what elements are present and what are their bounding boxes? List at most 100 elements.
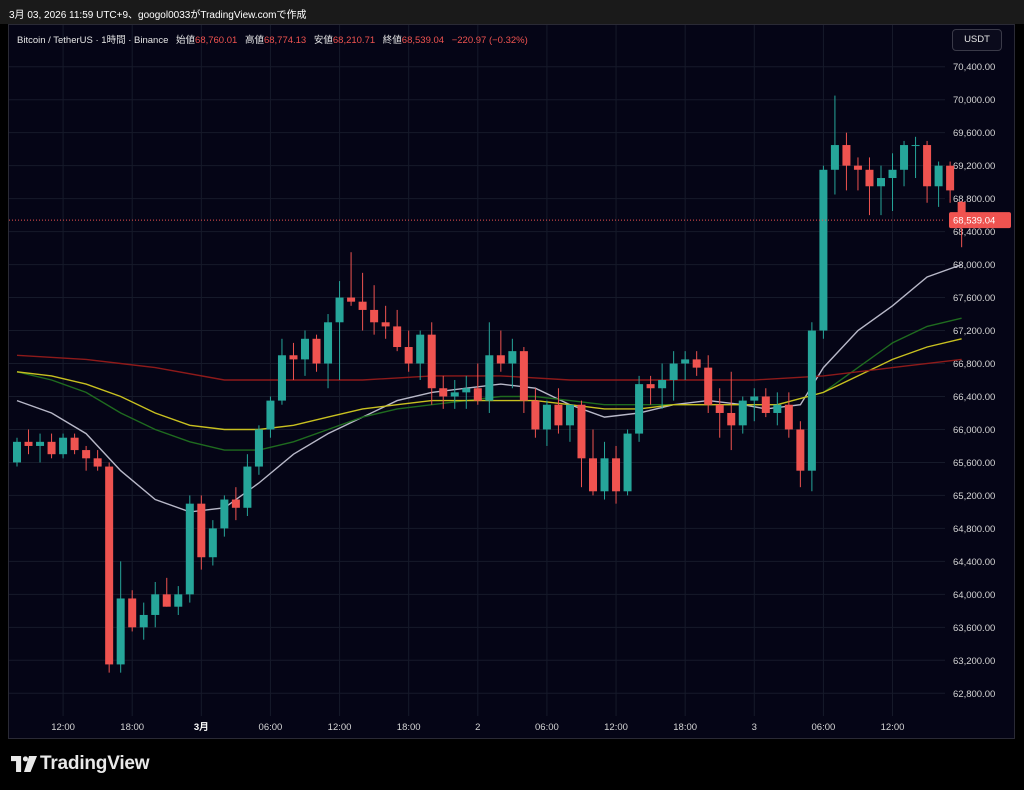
candle-body	[923, 145, 932, 187]
candle-body	[416, 334, 425, 364]
candle-body	[842, 145, 851, 166]
candle-body	[819, 169, 828, 331]
x-tick-label: 12:00	[328, 722, 352, 733]
symbol-name[interactable]: Bitcoin / TetherUS · 1時間 · Binance	[17, 35, 169, 46]
y-tick-label: 68,400.00	[953, 227, 995, 238]
low-label: 安値	[313, 35, 333, 46]
x-tick-label: 06:00	[812, 722, 836, 733]
y-tick-label: 64,800.00	[953, 524, 995, 535]
y-tick-label: 63,200.00	[953, 656, 995, 667]
y-tick-label: 69,600.00	[953, 128, 995, 139]
candle-body	[761, 396, 770, 413]
close-value: 68,539.04	[401, 35, 445, 46]
x-tick-label: 12:00	[881, 722, 905, 733]
candle-body	[266, 400, 275, 430]
candle-body	[277, 355, 286, 401]
candle-body	[47, 441, 56, 455]
candle-body	[704, 367, 713, 405]
candle-body	[577, 404, 586, 459]
candle-body	[635, 384, 644, 434]
y-tick-label: 69,200.00	[953, 161, 995, 172]
candle-body	[646, 384, 655, 389]
x-tick-label: 3月	[194, 722, 209, 733]
moving-average-line	[16, 354, 962, 381]
candle-body	[208, 528, 217, 558]
candlestick-chart[interactable]: 70,400.00 70,000.00 69,600.00 69,200.00 68,8…	[9, 25, 1014, 738]
candle-body	[82, 450, 91, 459]
candle-body	[335, 297, 344, 323]
candle-body	[773, 404, 782, 413]
x-tick-label: 3	[752, 722, 757, 733]
candle-body	[324, 322, 333, 364]
candle-body	[128, 598, 137, 628]
candle-body	[139, 614, 148, 628]
candle-body	[623, 433, 632, 492]
candle-body	[727, 412, 736, 426]
y-tick-label: 63,600.00	[953, 623, 995, 634]
candle-body	[243, 466, 252, 508]
candle-body	[24, 441, 33, 446]
candle-body	[93, 458, 102, 467]
candle-body	[301, 338, 309, 360]
candle-body	[565, 404, 574, 426]
chart-panel[interactable]: 70,400.00 70,000.00 69,600.00 69,200.00 68,8…	[8, 24, 1015, 739]
candle-body	[404, 347, 413, 364]
y-tick-label: 65,600.00	[953, 458, 995, 469]
y-tick-label: 66,800.00	[953, 359, 995, 370]
candle-body	[957, 201, 966, 221]
x-tick-label: 12:00	[51, 722, 75, 733]
candle-body	[427, 334, 436, 389]
candle-body	[116, 598, 125, 665]
tradingview-logo-icon[interactable]	[11, 756, 37, 772]
y-tick-label: 64,400.00	[953, 557, 995, 568]
footer: TradingView	[0, 740, 1024, 790]
candle-body	[865, 169, 874, 187]
tradingview-wordmark[interactable]: TradingView	[40, 753, 150, 774]
x-tick-label: 18:00	[120, 722, 144, 733]
candle-body	[358, 301, 367, 310]
candle-body	[439, 388, 448, 397]
candle-body	[911, 145, 920, 147]
candle-body	[589, 458, 597, 492]
y-tick-label: 66,400.00	[953, 392, 995, 403]
y-tick-label: 70,400.00	[953, 62, 995, 73]
candle-body	[830, 145, 839, 170]
last-price-label: 68,539.04	[953, 216, 995, 227]
currency-unit-button[interactable]: USDT	[952, 29, 1002, 51]
x-tick-label: 18:00	[397, 722, 421, 733]
candle-body	[715, 404, 724, 413]
candle-body	[612, 458, 621, 492]
candle-body	[900, 145, 909, 170]
candle-body	[462, 388, 471, 393]
candle-body	[36, 441, 45, 446]
candle-body	[59, 437, 68, 455]
candle-body	[289, 355, 298, 360]
candle-body	[542, 404, 551, 430]
candle-body	[393, 326, 402, 348]
candle-body	[231, 499, 240, 508]
x-tick-label: 06:00	[535, 722, 559, 733]
y-tick-label: 66,000.00	[953, 425, 995, 436]
snapshot-caption: 3月 03, 2026 11:59 UTC+9、googol0033がTradi…	[9, 10, 307, 21]
candle-body	[658, 380, 667, 389]
candle-body	[254, 429, 263, 467]
candle-body	[807, 330, 816, 471]
candle-body	[197, 503, 206, 558]
high-label: 高値	[244, 35, 264, 46]
candle-body	[738, 400, 747, 426]
candle-body	[13, 441, 21, 463]
candle-body	[796, 429, 805, 471]
y-tick-label: 65,200.00	[953, 491, 995, 502]
open-value: 68,760.01	[195, 35, 238, 46]
y-tick-label: 67,200.00	[953, 326, 995, 337]
x-tick-label: 2	[475, 722, 480, 733]
y-tick-label: 62,800.00	[953, 689, 995, 700]
close-label: 終値	[382, 35, 402, 46]
candle-body	[220, 499, 229, 529]
y-tick-label: 68,000.00	[953, 260, 995, 271]
candle-body	[681, 359, 690, 364]
candle-body	[174, 594, 183, 607]
candle-body	[519, 351, 528, 401]
y-tick-label: 68,800.00	[953, 194, 995, 205]
candle-body	[784, 404, 793, 430]
